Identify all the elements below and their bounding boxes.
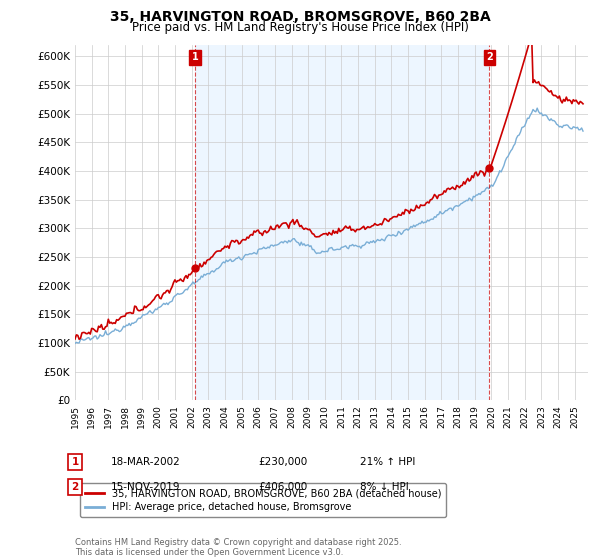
Text: 2: 2 (71, 482, 79, 492)
Text: 2: 2 (486, 53, 493, 62)
Text: 1: 1 (192, 53, 199, 62)
Text: 18-MAR-2002: 18-MAR-2002 (111, 457, 181, 467)
Text: £230,000: £230,000 (258, 457, 307, 467)
Legend: 35, HARVINGTON ROAD, BROMSGROVE, B60 2BA (detached house), HPI: Average price, d: 35, HARVINGTON ROAD, BROMSGROVE, B60 2BA… (80, 483, 446, 517)
Bar (195, 45, 490, 400)
Text: 21% ↑ HPI: 21% ↑ HPI (360, 457, 415, 467)
Text: Contains HM Land Registry data © Crown copyright and database right 2025.
This d: Contains HM Land Registry data © Crown c… (75, 538, 401, 557)
Text: 8% ↓ HPI: 8% ↓ HPI (360, 482, 409, 492)
Text: 35, HARVINGTON ROAD, BROMSGROVE, B60 2BA: 35, HARVINGTON ROAD, BROMSGROVE, B60 2BA (110, 10, 490, 24)
Text: 15-NOV-2019: 15-NOV-2019 (111, 482, 181, 492)
Text: 1: 1 (71, 457, 79, 467)
Text: £406,000: £406,000 (258, 482, 307, 492)
Text: Price paid vs. HM Land Registry's House Price Index (HPI): Price paid vs. HM Land Registry's House … (131, 21, 469, 34)
